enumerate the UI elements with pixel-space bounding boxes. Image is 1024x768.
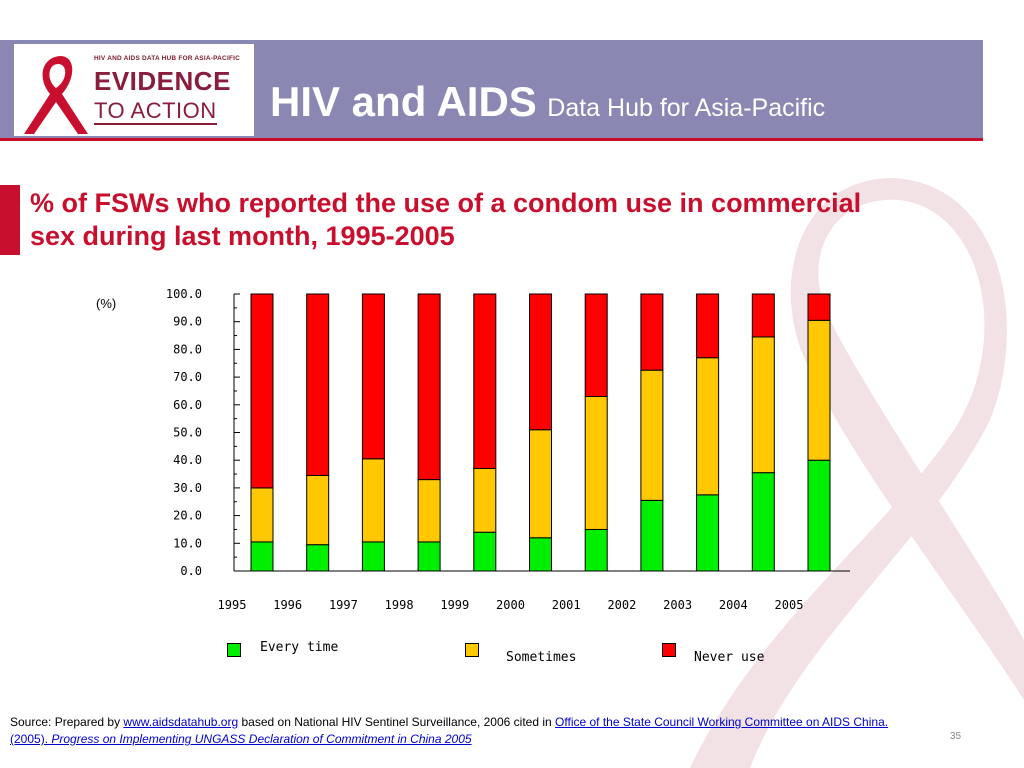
bar-segment-never-use <box>473 293 497 470</box>
bar-segment-sometimes <box>417 479 441 543</box>
source-note: Source: Prepared by www.aidsdatahub.org … <box>10 714 910 748</box>
red-ribbon-icon <box>24 56 88 134</box>
legend-label-every-time: Every time <box>260 640 339 655</box>
bar-segment-every-time <box>306 544 330 572</box>
bar-segment-never-use <box>696 293 720 359</box>
y-tick-label: 60.0 <box>173 398 202 412</box>
y-tick-label: 70.0 <box>173 370 202 384</box>
x-tick-label: 1998 <box>385 598 414 612</box>
bar-segment-never-use <box>807 293 831 321</box>
header-title-sub: Data Hub for Asia-Pacific <box>547 94 826 122</box>
x-tick-label: 1999 <box>440 598 469 612</box>
bar-segment-every-time <box>529 537 552 572</box>
legend-swatch-every-time <box>227 643 241 657</box>
x-tick-label: 1997 <box>329 598 358 612</box>
bar-segment-never-use <box>417 293 441 481</box>
y-tick-label: 0.0 <box>180 564 202 578</box>
y-tick-label: 30.0 <box>173 481 202 495</box>
bar-segment-never-use <box>584 293 608 397</box>
y-tick-label: 90.0 <box>173 315 202 329</box>
bar-segment-every-time <box>250 541 274 572</box>
x-tick-label: 2000 <box>496 598 525 612</box>
y-axis-unit: (%) <box>96 296 117 311</box>
header-title-main: HIV and AIDS <box>270 78 537 125</box>
bar-segment-every-time <box>696 494 720 572</box>
x-tick-label: 2002 <box>607 598 636 612</box>
bar-segment-sometimes <box>250 487 274 543</box>
y-tick-label: 80.0 <box>173 342 202 356</box>
source-link-aidsdatahub[interactable]: www.aidsdatahub.org <box>123 715 239 729</box>
bar-segment-every-time <box>417 541 441 572</box>
bar-segment-every-time <box>640 499 664 572</box>
source-middle: based on National HIV Sentinel Surveilla… <box>238 715 556 729</box>
x-tick-label: 2004 <box>719 598 748 612</box>
bar-segment-sometimes <box>807 319 831 461</box>
bar-segment-sometimes <box>361 458 385 543</box>
bar-segment-never-use <box>306 293 330 476</box>
logo-to-action: TO ACTION <box>94 98 217 125</box>
y-tick-label: 100.0 <box>166 287 202 301</box>
logo-evidence: EVIDENCE <box>94 66 231 96</box>
bar-segment-never-use <box>640 293 664 371</box>
header-title: HIV and AIDS Data Hub for Asia-Pacific <box>270 78 825 126</box>
x-tick-label: 2005 <box>775 598 804 612</box>
source-link-working-committee[interactable]: Office of the State Council Working Comm… <box>10 715 889 746</box>
bar-segment-sometimes <box>640 369 664 501</box>
bar-segment-every-time <box>361 541 385 572</box>
bar-segment-never-use <box>529 293 552 431</box>
bar-segment-never-use <box>361 293 385 460</box>
bar-segment-sometimes <box>306 474 330 546</box>
x-tick-label: 1996 <box>273 598 302 612</box>
bar-segment-never-use <box>250 293 274 489</box>
bar-segment-sometimes <box>696 357 720 496</box>
y-tick-label: 40.0 <box>173 453 202 467</box>
bar-segment-sometimes <box>529 429 552 539</box>
x-tick-label: 1995 <box>218 598 247 612</box>
bar-segment-every-time <box>807 459 831 572</box>
y-tick-label: 50.0 <box>173 426 202 440</box>
logo-tagline: HIV AND AIDS DATA HUB FOR ASIA-PACIFIC <box>94 55 241 62</box>
x-tick-label: 2003 <box>663 598 692 612</box>
legend-swatch-never-use <box>662 643 676 657</box>
bar-segment-sometimes <box>473 468 497 533</box>
slide-title: % of FSWs who reported the use of a cond… <box>30 188 862 251</box>
source-prefix: Source: Prepared by <box>10 715 124 729</box>
header-bar: HIV AND AIDS DATA HUB FOR ASIA-PACIFIC E… <box>0 40 983 141</box>
bar-segment-every-time <box>473 531 497 572</box>
x-tick-label: 2001 <box>552 598 581 612</box>
source-link-ungass-report[interactable]: Progress on Implementing UNGASS Declarat… <box>51 732 472 746</box>
legend-swatch-sometimes <box>465 643 479 657</box>
bar-segment-sometimes <box>584 395 608 530</box>
bar-segment-never-use <box>751 293 775 338</box>
bar-segment-sometimes <box>751 336 775 474</box>
title-accent-bar <box>0 185 20 255</box>
stacked-bar-chart: 0.0 10.0 20.0 30.0 40.0 50.0 60.0 70.0 80.0 90.0 1… <box>166 287 850 612</box>
y-tick-label: 10.0 <box>173 536 202 550</box>
logo: HIV AND AIDS DATA HUB FOR ASIA-PACIFIC E… <box>14 44 254 136</box>
bar-segment-every-time <box>751 472 775 572</box>
legend-label-sometimes: Sometimes <box>506 650 577 665</box>
legend-label-never-use: Never use <box>694 650 765 665</box>
bar-segment-every-time <box>584 528 608 572</box>
page-number: 35 <box>950 731 962 742</box>
y-tick-label: 20.0 <box>173 509 202 523</box>
